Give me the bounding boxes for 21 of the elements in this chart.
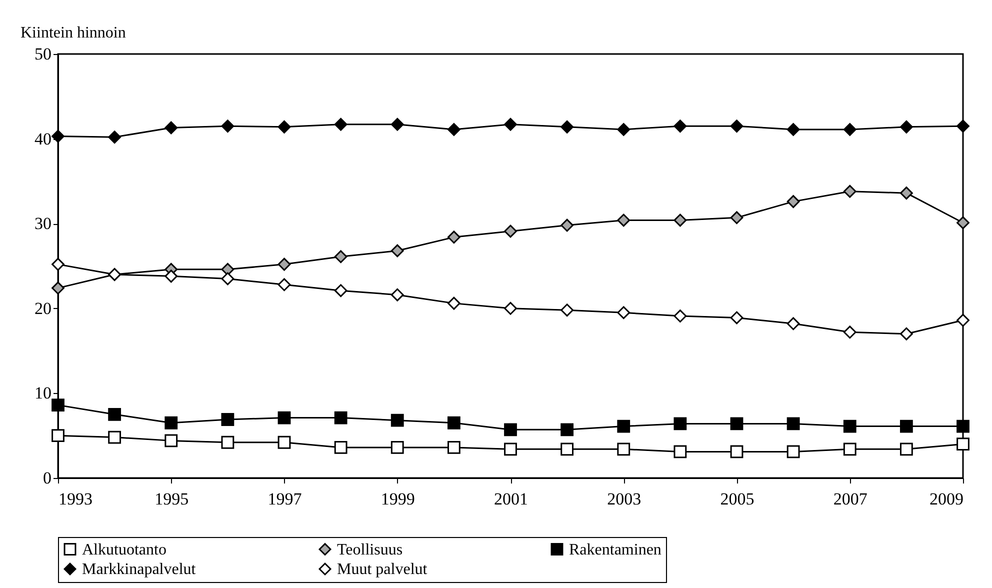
x-tick-label: 1997 — [268, 490, 302, 508]
x-tick-label: 1993 — [58, 490, 92, 508]
y-tick-label: 30 — [34, 214, 52, 234]
legend-label: Alkutuotanto — [82, 541, 166, 558]
x-tick-label: 2003 — [607, 490, 642, 508]
y-tick-label: 10 — [34, 384, 52, 403]
legend-label: Markkinapalvelut — [82, 561, 196, 578]
y-tick-label: 0 — [43, 468, 52, 488]
legend-label: Muut palvelut — [337, 561, 428, 578]
y-tick-label: 50 — [34, 44, 52, 64]
x-tick-label: 2001 — [494, 490, 528, 508]
x-tick-label: 2005 — [720, 490, 754, 508]
legend-label: Rakentaminen — [569, 541, 662, 558]
x-tick-label: 2007 — [833, 490, 868, 508]
x-tick-label: 1995 — [154, 490, 189, 508]
x-tick-label: 1999 — [380, 490, 415, 508]
y-tick-label: 20 — [34, 298, 52, 318]
legend-label: Teollisuus — [337, 541, 403, 558]
y-tick-label: 40 — [34, 129, 52, 148]
y-axis-title: Kiintein hinnoin — [20, 24, 126, 42]
x-tick-label: 2009 — [930, 490, 964, 508]
